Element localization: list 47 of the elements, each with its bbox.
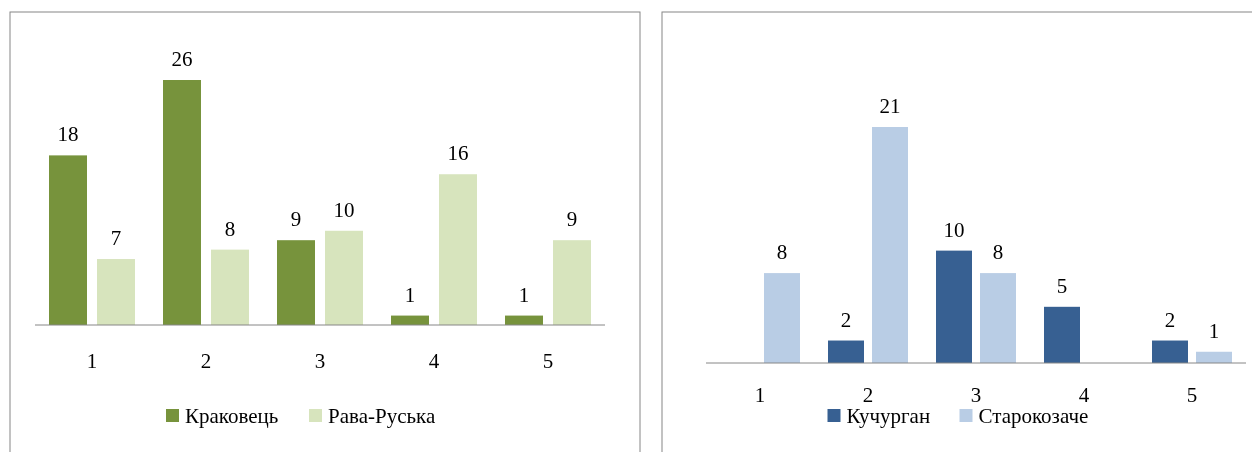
x-tick-label: 2 — [200, 349, 212, 373]
bar — [325, 230, 363, 325]
data-label: 2 — [840, 307, 852, 332]
legend-label: Старокозаче — [978, 404, 1089, 428]
legend-label: Краковець — [185, 404, 279, 428]
data-label: 5 — [1056, 273, 1068, 298]
bar — [277, 240, 315, 325]
legend-label: Кучурган — [846, 404, 931, 428]
data-label: 8 — [776, 240, 788, 265]
legend-label: Рава-Руська — [328, 404, 436, 428]
bar — [163, 80, 201, 325]
bar — [211, 249, 249, 325]
data-label: 8 — [224, 216, 236, 241]
x-tick-label: 4 — [428, 349, 440, 373]
x-tick-label: 5 — [1186, 383, 1198, 407]
bar — [936, 250, 972, 363]
bar — [872, 127, 908, 363]
data-label: 9 — [566, 207, 578, 232]
data-label: 1 — [1208, 318, 1220, 343]
bar — [1044, 306, 1080, 363]
data-label: 7 — [110, 226, 122, 251]
bar — [1152, 340, 1188, 363]
data-label: 10 — [943, 217, 965, 242]
x-tick-label: 3 — [970, 383, 982, 407]
data-label: 21 — [879, 94, 901, 118]
data-label: 16 — [447, 141, 469, 166]
x-tick-label: 2 — [862, 383, 874, 407]
data-label: 1 — [518, 282, 530, 307]
data-label: 1 — [404, 282, 416, 307]
bar — [828, 340, 864, 363]
bar — [980, 273, 1016, 363]
bar — [49, 155, 87, 325]
data-label: 26 — [171, 47, 193, 71]
x-tick-label: 5 — [542, 349, 554, 373]
data-label: 9 — [290, 207, 302, 232]
data-label: 8 — [992, 240, 1004, 265]
bar — [97, 259, 135, 325]
x-tick-label: 1 — [754, 383, 766, 407]
data-label: 18 — [57, 122, 79, 147]
bar — [764, 273, 800, 363]
x-tick-label: 4 — [1078, 383, 1090, 407]
x-tick-label: 3 — [314, 349, 326, 373]
data-label: 2 — [1164, 307, 1176, 332]
data-label: 10 — [333, 197, 355, 222]
bar — [439, 174, 477, 325]
x-tick-label: 1 — [86, 349, 98, 373]
bar — [553, 240, 591, 325]
